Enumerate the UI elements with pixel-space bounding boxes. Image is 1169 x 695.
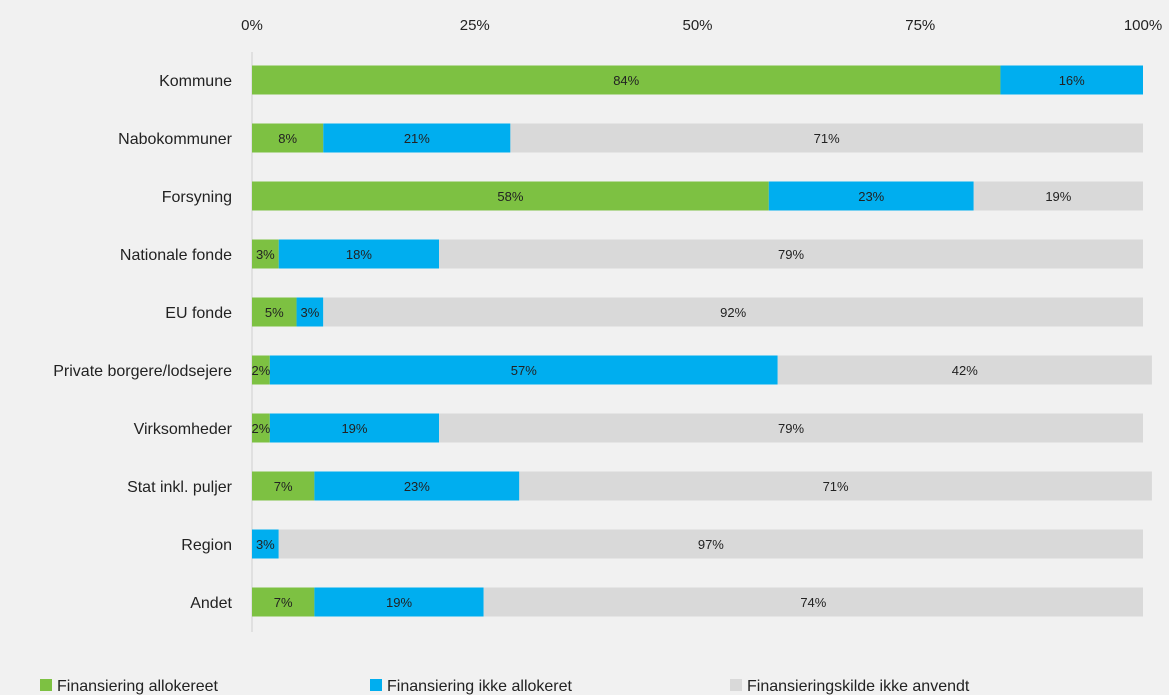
bar-segment xyxy=(439,413,1143,443)
data-label: 3% xyxy=(301,305,320,320)
data-label: 71% xyxy=(814,131,840,146)
bar-segment xyxy=(269,355,778,385)
data-label: 5% xyxy=(265,305,284,320)
bar-segment xyxy=(296,297,324,327)
data-label: 23% xyxy=(404,479,430,494)
data-label: 79% xyxy=(778,247,804,262)
data-label: 42% xyxy=(952,363,978,378)
data-label: 58% xyxy=(497,189,523,204)
data-label: 71% xyxy=(823,479,849,494)
bar-row: Private borgere/lodsejere 2% 57% 42% xyxy=(53,355,1152,385)
bar-row: Andet 7% 19% 74% xyxy=(190,587,1143,617)
bar-row: Stat inkl. puljer 7% 23% 71% xyxy=(127,471,1152,501)
data-label: 92% xyxy=(720,305,746,320)
data-label: 19% xyxy=(386,595,412,610)
data-label: 2% xyxy=(252,363,271,378)
data-label: 97% xyxy=(698,537,724,552)
category-label: Nabokommuner xyxy=(118,131,233,148)
category-label: Private borgere/lodsejere xyxy=(53,363,232,380)
legend-swatch xyxy=(730,679,742,691)
category-label: EU fonde xyxy=(165,305,232,322)
legend-item: Finansieringskilde ikke anvendt xyxy=(730,678,970,695)
category-label: Kommune xyxy=(159,73,232,90)
bar-row: EU fonde 5% 3% 92% xyxy=(165,297,1143,327)
bar-segment xyxy=(252,587,315,617)
bar-row: Nabokommuner 8% 21% 71% xyxy=(118,123,1143,153)
category-label: Region xyxy=(181,537,232,554)
data-label: 23% xyxy=(858,189,884,204)
legend: Finansiering allokereet Finansiering ikke… xyxy=(40,678,970,695)
data-label: 7% xyxy=(274,595,293,610)
bar-segment xyxy=(278,529,1144,559)
category-label: Virksomheder xyxy=(134,421,233,438)
category-label: Forsyning xyxy=(162,189,232,206)
bar-segment xyxy=(768,181,974,211)
bar-row: Forsyning 58% 23% 19% xyxy=(162,181,1143,211)
x-tick-label: 50% xyxy=(682,17,712,34)
data-label: 79% xyxy=(778,421,804,436)
data-label: 3% xyxy=(256,537,275,552)
bar-row: Kommune 84% 16% xyxy=(159,65,1143,95)
x-tick-label: 0% xyxy=(241,17,263,34)
category-label: Stat inkl. puljer xyxy=(127,479,233,496)
x-axis-ticks: 0% 25% 50% 75% 100% xyxy=(241,17,1162,34)
bar-segment xyxy=(777,355,1152,385)
legend-label: Finansiering allokereet xyxy=(57,678,219,695)
bar-row: Nationale fonde 3% 18% 79% xyxy=(120,239,1143,269)
data-label: 18% xyxy=(346,247,372,262)
legend-label: Finansiering ikke allokeret xyxy=(387,678,573,695)
bar-segment xyxy=(1000,65,1143,95)
data-label: 21% xyxy=(404,131,430,146)
bar-segment xyxy=(314,471,520,501)
data-label: 74% xyxy=(800,595,826,610)
category-label: Andet xyxy=(190,595,232,612)
bar-segment xyxy=(519,471,1152,501)
legend-swatch xyxy=(370,679,382,691)
bars: Kommune 84% 16% Nabokommuner 8% 21% 71% Forsyni… xyxy=(53,65,1152,617)
data-label: 19% xyxy=(341,421,367,436)
bar-segment xyxy=(269,413,440,443)
bar-segment xyxy=(323,123,511,153)
data-label: 3% xyxy=(256,247,275,262)
data-label: 7% xyxy=(274,479,293,494)
bar-segment xyxy=(278,239,440,269)
bar-segment xyxy=(323,297,1143,327)
bar-segment xyxy=(252,181,769,211)
bar-segment xyxy=(252,355,270,385)
x-tick-label: 25% xyxy=(460,17,490,34)
bar-segment xyxy=(252,297,297,327)
x-tick-label: 100% xyxy=(1124,17,1162,34)
legend-swatch xyxy=(40,679,52,691)
bar-segment xyxy=(252,529,279,559)
data-label: 19% xyxy=(1045,189,1071,204)
data-label: 2% xyxy=(252,421,271,436)
data-label: 84% xyxy=(613,73,639,88)
bar-row: Virksomheder 2% 19% 79% xyxy=(134,413,1143,443)
data-label: 16% xyxy=(1059,73,1085,88)
bar-segment xyxy=(252,123,324,153)
bar-segment xyxy=(510,123,1143,153)
bar-segment xyxy=(252,413,270,443)
bar-segment xyxy=(252,471,315,501)
bar-segment xyxy=(439,239,1143,269)
bar-segment xyxy=(973,181,1143,211)
bar-row: Region 3% 97% xyxy=(181,529,1144,559)
x-tick-label: 75% xyxy=(905,17,935,34)
data-label: 57% xyxy=(511,363,537,378)
legend-item: Finansiering ikke allokeret xyxy=(370,678,573,695)
data-label: 8% xyxy=(278,131,297,146)
legend-label: Finansieringskilde ikke anvendt xyxy=(747,678,970,695)
category-label: Nationale fonde xyxy=(120,247,232,264)
bar-segment xyxy=(252,239,279,269)
bar-segment xyxy=(483,587,1143,617)
bar-segment xyxy=(314,587,484,617)
legend-item: Finansiering allokereet xyxy=(40,678,219,695)
bar-segment xyxy=(252,65,1001,95)
